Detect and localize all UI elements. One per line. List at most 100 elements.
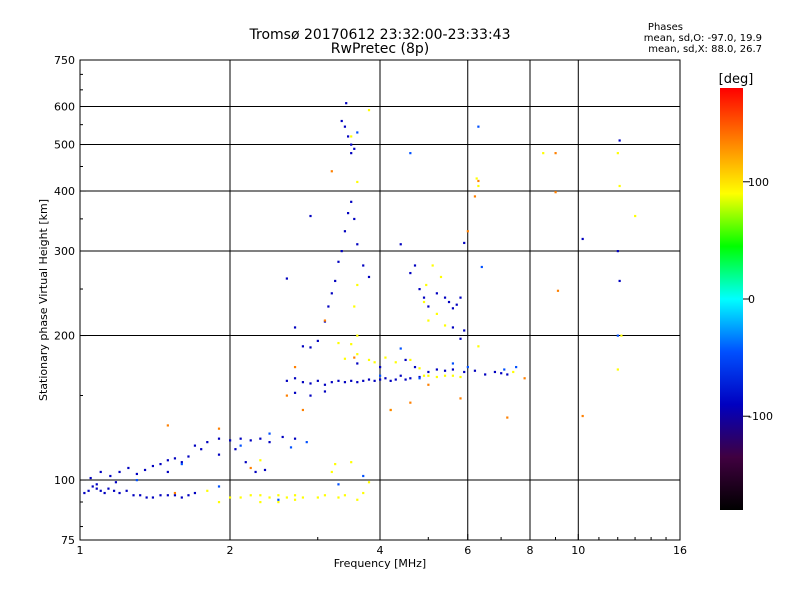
data-point bbox=[353, 217, 356, 221]
data-point bbox=[239, 496, 242, 499]
data-point bbox=[394, 361, 397, 364]
data-point bbox=[353, 305, 356, 308]
data-point bbox=[350, 135, 353, 138]
data-point bbox=[309, 394, 312, 397]
data-point bbox=[418, 288, 421, 291]
colorbar-tick-label: 0 bbox=[748, 293, 755, 306]
data-point bbox=[409, 401, 412, 404]
data-point bbox=[399, 374, 402, 377]
y-tick-label: 100 bbox=[54, 474, 75, 487]
data-point bbox=[362, 264, 365, 267]
data-point bbox=[350, 143, 353, 146]
data-point bbox=[451, 368, 455, 371]
data-point bbox=[484, 373, 487, 376]
chart-subtitle: RwPretec (8p) bbox=[330, 41, 430, 57]
data-point bbox=[409, 271, 412, 275]
data-point bbox=[330, 381, 333, 384]
data-point bbox=[229, 496, 232, 499]
data-point bbox=[151, 464, 155, 468]
colorbar bbox=[720, 88, 743, 510]
data-point bbox=[112, 489, 116, 492]
data-point bbox=[459, 337, 462, 340]
data-point bbox=[323, 319, 327, 322]
data-point bbox=[523, 377, 526, 380]
data-point bbox=[350, 379, 353, 382]
data-point bbox=[480, 265, 483, 269]
data-point bbox=[616, 334, 619, 337]
data-point bbox=[293, 437, 297, 440]
data-point bbox=[350, 152, 353, 155]
data-point bbox=[459, 296, 462, 299]
data-point bbox=[166, 424, 169, 427]
data-point bbox=[379, 378, 382, 381]
x-tick-label: 4 bbox=[377, 544, 384, 557]
data-point bbox=[109, 474, 112, 478]
data-point bbox=[343, 357, 347, 360]
data-point bbox=[277, 498, 280, 501]
data-point bbox=[435, 312, 438, 315]
data-point bbox=[422, 296, 426, 299]
data-point bbox=[459, 375, 462, 379]
data-point bbox=[285, 394, 288, 397]
axis-ticks: 1 2 4 6 8 10 16 75 100 200 300 400 500 600 750 bbox=[54, 54, 687, 557]
data-point bbox=[301, 408, 305, 412]
data-point bbox=[187, 455, 190, 458]
data-point bbox=[309, 214, 312, 218]
data-point bbox=[384, 356, 387, 359]
data-point bbox=[427, 383, 430, 386]
data-point bbox=[443, 369, 447, 372]
colorbar-ticks: 100 0 -100 bbox=[743, 176, 773, 423]
data-point bbox=[394, 378, 397, 381]
data-point bbox=[435, 375, 438, 379]
data-point bbox=[345, 102, 348, 105]
y-axis-label: Stationary phase Virtual Height [km] bbox=[37, 199, 50, 401]
data-point bbox=[413, 264, 417, 267]
data-point bbox=[118, 491, 121, 495]
data-point bbox=[439, 275, 443, 279]
data-point bbox=[99, 489, 102, 492]
data-point bbox=[418, 377, 421, 380]
data-point bbox=[343, 230, 347, 233]
data-point bbox=[323, 383, 327, 386]
data-point bbox=[118, 470, 121, 474]
chart-title: Tromsø 20170612 23:32:00-23:33:43 bbox=[249, 27, 511, 43]
data-point bbox=[384, 377, 387, 380]
data-point bbox=[404, 358, 407, 362]
data-point bbox=[316, 379, 319, 382]
y-tick-label: 600 bbox=[54, 101, 75, 114]
data-point bbox=[616, 250, 619, 253]
data-point bbox=[356, 334, 359, 337]
data-point bbox=[618, 279, 621, 283]
data-point bbox=[356, 283, 359, 287]
y-tick-label: 200 bbox=[54, 330, 75, 343]
data-point bbox=[259, 459, 262, 462]
data-point bbox=[259, 494, 262, 497]
data-point bbox=[427, 370, 430, 374]
data-point bbox=[399, 243, 402, 246]
data-point bbox=[337, 379, 340, 382]
data-point bbox=[373, 379, 376, 382]
data-point bbox=[362, 379, 365, 382]
data-point bbox=[427, 319, 430, 322]
data-point bbox=[293, 494, 297, 497]
data-point bbox=[418, 375, 421, 379]
data-point bbox=[166, 470, 169, 474]
data-point bbox=[234, 448, 237, 451]
data-point bbox=[506, 416, 509, 419]
data-point bbox=[356, 362, 359, 365]
data-point bbox=[362, 491, 365, 495]
data-point bbox=[459, 397, 462, 400]
data-point bbox=[180, 462, 183, 466]
data-point bbox=[305, 441, 308, 444]
data-point bbox=[327, 305, 330, 308]
data-point bbox=[581, 237, 584, 241]
data-point bbox=[367, 358, 371, 362]
x-tick-label: 1 bbox=[77, 544, 84, 557]
data-point bbox=[217, 453, 221, 456]
data-point bbox=[135, 472, 138, 476]
data-point bbox=[259, 437, 262, 440]
data-point bbox=[206, 489, 209, 492]
data-point bbox=[418, 367, 421, 370]
x-tick-label: 2 bbox=[227, 544, 234, 557]
